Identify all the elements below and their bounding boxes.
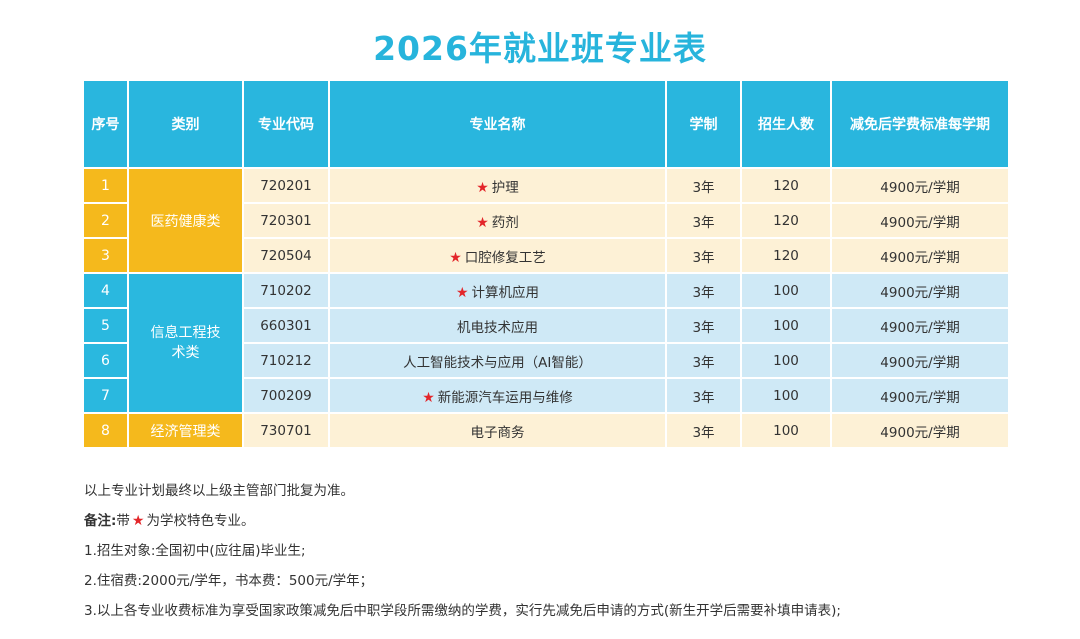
star-icon: ★ — [455, 284, 469, 301]
row-fee: 4900元/学期 — [830, 307, 1010, 344]
row-name: ★ 新能源汽车运用与维修 — [328, 377, 667, 414]
row-seq: 7 — [82, 377, 129, 414]
major-name: 机电技术应用 — [457, 319, 538, 336]
table-row: 6 710212 人工智能技术与应用（AI智能） 3年 100 4900元/学期 — [82, 342, 1010, 379]
table-header-row: 序号 类别 专业代码 专业名称 学制 招生人数 减免后学费标准每学期 — [82, 79, 1010, 169]
row-name: ★ 计算机应用 — [328, 272, 667, 309]
row-count: 100 — [740, 377, 832, 414]
note-enrollment-target: 1.招生对象:全国初中(应往届)毕业生; — [84, 543, 306, 559]
row-count: 120 — [740, 167, 832, 204]
row-years: 3年 — [665, 202, 742, 239]
row-seq: 5 — [82, 307, 129, 344]
header-seq: 序号 — [82, 79, 129, 169]
row-fee: 4900元/学期 — [830, 342, 1010, 379]
category-cell: 经济管理类 — [127, 412, 244, 449]
majors-table: 序号 类别 专业代码 专业名称 学制 招生人数 减免后学费标准每学期 1 医药健… — [82, 79, 1010, 449]
row-code: 700209 — [242, 377, 330, 414]
table-row: 4 信息工程技术类 710202 ★ 计算机应用 3年 100 4900元/学期 — [82, 272, 1010, 414]
row-code: 660301 — [242, 307, 330, 344]
category-label: 信息工程技术类 — [150, 325, 221, 361]
row-code: 730701 — [242, 412, 330, 449]
notes-section: 以上专业计划最终以上级主管部门批复为准。 备注:带 ★ 为学校特色专业。 1.招生对… — [84, 480, 841, 630]
note-tuition-policy: 3.以上各专业收费标准为享受国家政策减免后中职学段所需缴纳的学费，实行先减免后申… — [84, 603, 841, 619]
row-name: 人工智能技术与应用（AI智能） — [328, 342, 667, 379]
header-fee: 减免后学费标准每学期 — [830, 79, 1010, 169]
category-cell: 信息工程技术类 — [127, 272, 244, 414]
row-seq: 1 — [82, 167, 129, 204]
row-name: 电子商务 — [328, 412, 667, 449]
row-code: 710212 — [242, 342, 330, 379]
row-years: 3年 — [665, 307, 742, 344]
major-name: 人工智能技术与应用（AI智能） — [403, 354, 592, 371]
row-years: 3年 — [665, 272, 742, 309]
major-name: 护理 — [491, 179, 519, 196]
category-cell: 医药健康类 — [127, 167, 244, 274]
remark-label: 备注: — [84, 513, 117, 529]
row-code: 720201 — [242, 167, 330, 204]
table-row: 1 医药健康类 720201 ★ 护理 3年 120 4900元/学期 — [82, 167, 1010, 274]
row-fee: 4900元/学期 — [830, 377, 1010, 414]
header-name: 专业名称 — [328, 79, 667, 169]
row-years: 3年 — [665, 167, 742, 204]
row-seq: 6 — [82, 342, 129, 379]
row-years: 3年 — [665, 342, 742, 379]
star-icon: ★ — [476, 179, 489, 196]
row-count: 120 — [740, 202, 832, 239]
row-seq: 8 — [82, 412, 129, 449]
remark-prefix: 带 — [116, 513, 130, 529]
header-category: 类别 — [127, 79, 244, 169]
row-code: 720504 — [242, 237, 330, 274]
row-fee: 4900元/学期 — [830, 412, 1010, 449]
major-name: 新能源汽车运用与维修 — [437, 389, 573, 406]
row-fee: 4900元/学期 — [830, 167, 1010, 204]
table-row: 8 经济管理类 730701 电子商务 3年 100 4900元/学期 — [82, 412, 1010, 449]
row-years: 3年 — [665, 377, 742, 414]
row-code: 710202 — [242, 272, 330, 309]
row-name: 机电技术应用 — [328, 307, 667, 344]
note-fees: 2.住宿费:2000元/学年，书本费：500元/学年； — [84, 573, 374, 589]
row-seq: 2 — [82, 202, 129, 239]
row-count: 100 — [740, 412, 832, 449]
row-count: 120 — [740, 237, 832, 274]
row-count: 100 — [740, 272, 832, 309]
major-name: 药剂 — [491, 214, 519, 231]
row-years: 3年 — [665, 237, 742, 274]
row-years: 3年 — [665, 412, 742, 449]
row-fee: 4900元/学期 — [830, 202, 1010, 239]
star-icon: ★ — [476, 214, 489, 231]
row-name: ★ 药剂 — [328, 202, 667, 239]
note-remark: 备注:带 ★ 为学校特色专业。 — [84, 510, 841, 540]
note-approval: 以上专业计划最终以上级主管部门批复为准。 — [84, 483, 354, 499]
remark-suffix: 为学校特色专业。 — [146, 513, 255, 529]
header-code: 专业代码 — [242, 79, 330, 169]
table-row: 3 720504 ★ 口腔修复工艺 3年 120 4900元/学期 — [82, 237, 1010, 274]
row-fee: 4900元/学期 — [830, 237, 1010, 274]
row-seq: 4 — [82, 272, 129, 309]
header-count: 招生人数 — [740, 79, 832, 169]
page-title: 2026年就业班专业表 — [373, 29, 707, 68]
major-name: 计算机应用 — [471, 284, 540, 301]
table-row: 5 660301 机电技术应用 3年 100 4900元/学期 — [82, 307, 1010, 344]
row-seq: 3 — [82, 237, 129, 274]
row-count: 100 — [740, 342, 832, 379]
row-name: ★ 口腔修复工艺 — [328, 237, 667, 274]
header-years: 学制 — [665, 79, 742, 169]
row-code: 720301 — [242, 202, 330, 239]
major-name: 口腔修复工艺 — [464, 249, 546, 266]
table-row: 2 720301 ★ 药剂 3年 120 4900元/学期 — [82, 202, 1010, 239]
star-icon: ★ — [449, 249, 462, 266]
row-name: ★ 护理 — [328, 167, 667, 204]
row-count: 100 — [740, 307, 832, 344]
table-row: 7 700209 ★ 新能源汽车运用与维修 3年 100 4900元/学期 — [82, 377, 1010, 414]
row-fee: 4900元/学期 — [830, 272, 1010, 309]
major-name: 电子商务 — [470, 424, 525, 441]
star-icon: ★ — [422, 389, 435, 406]
star-icon: ★ — [131, 513, 145, 529]
